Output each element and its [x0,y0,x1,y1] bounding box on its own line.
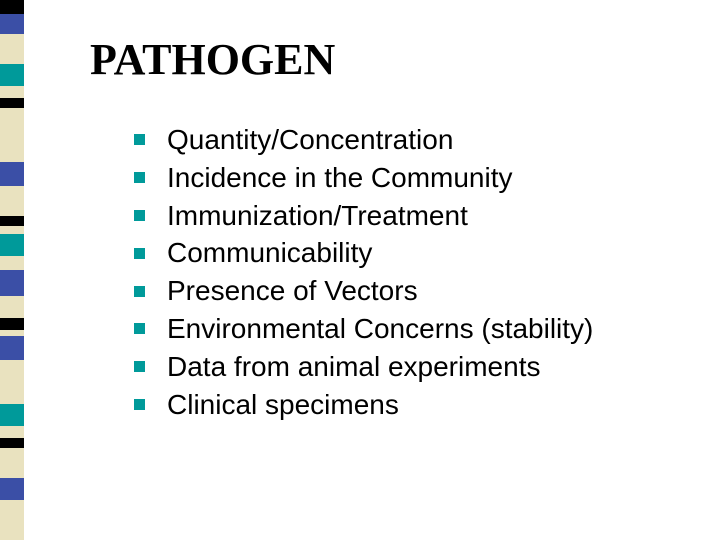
list-item-label: Immunization/Treatment [167,197,468,235]
list-item: Quantity/Concentration [90,121,690,159]
list-item: Clinical specimens [90,386,690,424]
strip-segment [0,256,24,270]
strip-segment [0,216,24,226]
bullet-list: Quantity/ConcentrationIncidence in the C… [90,121,690,423]
strip-segment [0,336,24,360]
strip-segment [0,98,24,108]
decorative-left-strip [0,0,24,540]
strip-segment [0,34,24,64]
strip-segment [0,448,24,478]
strip-segment [0,438,24,448]
list-item-label: Incidence in the Community [167,159,513,197]
list-item-label: Environmental Concerns (stability) [167,310,593,348]
strip-segment [0,0,24,14]
strip-segment [0,296,24,318]
list-item: Incidence in the Community [90,159,690,197]
strip-segment [0,360,24,404]
list-item: Communicability [90,234,690,272]
strip-segment [0,318,24,330]
bullet-square-icon [134,172,145,183]
list-item-label: Communicability [167,234,372,272]
bullet-square-icon [134,210,145,221]
list-item: Data from animal experiments [90,348,690,386]
list-item-label: Data from animal experiments [167,348,540,386]
strip-segment [0,86,24,98]
strip-segment [0,162,24,186]
bullet-square-icon [134,399,145,410]
strip-segment [0,108,24,162]
strip-segment [0,404,24,426]
bullet-square-icon [134,361,145,372]
strip-segment [0,14,24,34]
strip-segment [0,186,24,216]
strip-segment [0,500,24,540]
strip-segment [0,226,24,234]
list-item: Presence of Vectors [90,272,690,310]
bullet-square-icon [134,248,145,259]
list-item: Environmental Concerns (stability) [90,310,690,348]
strip-segment [0,234,24,256]
strip-segment [0,426,24,438]
list-item-label: Presence of Vectors [167,272,418,310]
strip-segment [0,270,24,296]
strip-segment [0,64,24,86]
bullet-square-icon [134,134,145,145]
slide-title: PATHOGEN [90,34,690,85]
strip-segment [0,478,24,500]
slide-content: PATHOGEN Quantity/ConcentrationIncidence… [90,34,690,423]
list-item-label: Clinical specimens [167,386,399,424]
bullet-square-icon [134,323,145,334]
bullet-square-icon [134,286,145,297]
list-item: Immunization/Treatment [90,197,690,235]
list-item-label: Quantity/Concentration [167,121,453,159]
